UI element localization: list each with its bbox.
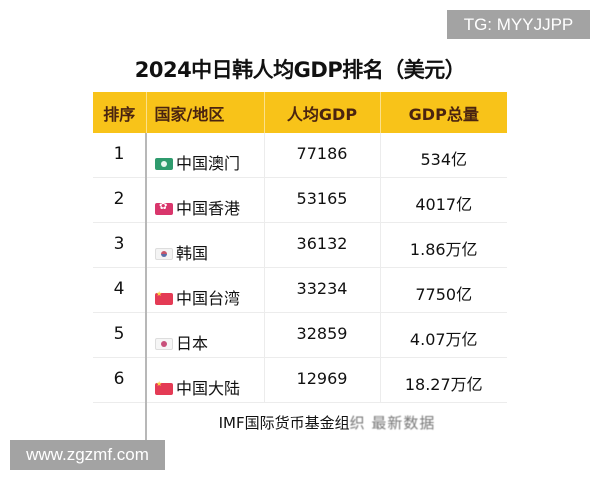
china-flag-icon — [155, 380, 173, 395]
gdp-total-cell: 1.86万亿 — [380, 222, 507, 268]
gdp-ranking-table: 排序 国家/地区 人均GDP GDP总量 1 中国澳门 77186 534亿 2… — [93, 92, 507, 440]
gdp-per-capita-cell: 53165 — [264, 177, 381, 223]
china-flag-icon — [155, 290, 173, 305]
country-name: 中国澳门 — [176, 154, 241, 173]
country-name: 中国台湾 — [176, 289, 241, 308]
rank-cell: 5 — [93, 312, 147, 358]
country-name: 韩国 — [176, 244, 209, 263]
header-gdp-per-capita: 人均GDP — [264, 92, 381, 133]
source-note: IMF国际货币基金组织 最新数据 — [146, 403, 507, 441]
japan-flag-icon — [155, 338, 173, 350]
gdp-total-cell: 7750亿 — [380, 267, 507, 313]
gdp-per-capita-cell: 32859 — [264, 312, 381, 358]
page-title: 2024中日韩人均GDP排名（美元） — [134, 58, 466, 82]
gdp-per-capita-cell: 33234 — [264, 267, 381, 313]
table-header-row: 排序 国家/地区 人均GDP GDP总量 — [93, 92, 507, 133]
table-row: 1 中国澳门 77186 534亿 — [93, 133, 507, 178]
header-gdp-total: GDP总量 — [380, 92, 507, 133]
country-name: 中国大陆 — [176, 379, 241, 398]
watermark-bottom: www.zgzmf.com — [10, 440, 165, 470]
country-cell: 韩国 — [146, 222, 265, 268]
rank-cell: 4 — [93, 267, 147, 313]
south-korea-flag-icon — [155, 248, 173, 260]
rank-cell: 1 — [93, 133, 147, 178]
hong-kong-flag-icon — [155, 201, 173, 215]
country-name: 中国香港 — [176, 199, 241, 218]
empty-rank-cell — [93, 402, 147, 440]
source-text-obscured: 织 最新数据 — [349, 414, 436, 432]
watermark-top: TG: MYYJJPP — [447, 10, 590, 39]
rank-cell: 3 — [93, 222, 147, 268]
gdp-per-capita-cell: 36132 — [264, 222, 381, 268]
header-rank: 排序 — [93, 92, 147, 133]
table-row: 4 中国台湾 33234 7750亿 — [93, 267, 507, 313]
gdp-total-cell: 4.07万亿 — [380, 312, 507, 358]
country-name: 日本 — [176, 334, 209, 353]
table-row: 6 中国大陆 12969 18.27万亿 — [93, 357, 507, 403]
country-cell: 中国大陆 — [146, 357, 265, 403]
header-country-region: 国家/地区 — [146, 92, 265, 133]
country-cell: 中国香港 — [146, 177, 265, 223]
rank-cell: 2 — [93, 177, 147, 223]
gdp-total-cell: 4017亿 — [380, 177, 507, 223]
country-cell: 日本 — [146, 312, 265, 358]
table-row: 5 日本 32859 4.07万亿 — [93, 312, 507, 358]
gdp-total-cell: 534亿 — [380, 133, 507, 178]
macau-flag-icon — [155, 158, 173, 170]
gdp-per-capita-cell: 77186 — [264, 133, 381, 178]
table-row: 3 韩国 36132 1.86万亿 — [93, 222, 507, 268]
gdp-ranking-table-container: 排序 国家/地区 人均GDP GDP总量 1 中国澳门 77186 534亿 2… — [93, 92, 507, 440]
source-row: IMF国际货币基金组织 最新数据 — [93, 402, 507, 441]
country-cell: 中国澳门 — [146, 133, 265, 178]
source-text: IMF国际货币基金组 — [218, 414, 350, 432]
country-cell: 中国台湾 — [146, 267, 265, 313]
rank-cell: 6 — [93, 357, 147, 403]
table-row: 2 中国香港 53165 4017亿 — [93, 177, 507, 223]
gdp-per-capita-cell: 12969 — [264, 357, 381, 403]
gdp-total-cell: 18.27万亿 — [380, 357, 507, 403]
